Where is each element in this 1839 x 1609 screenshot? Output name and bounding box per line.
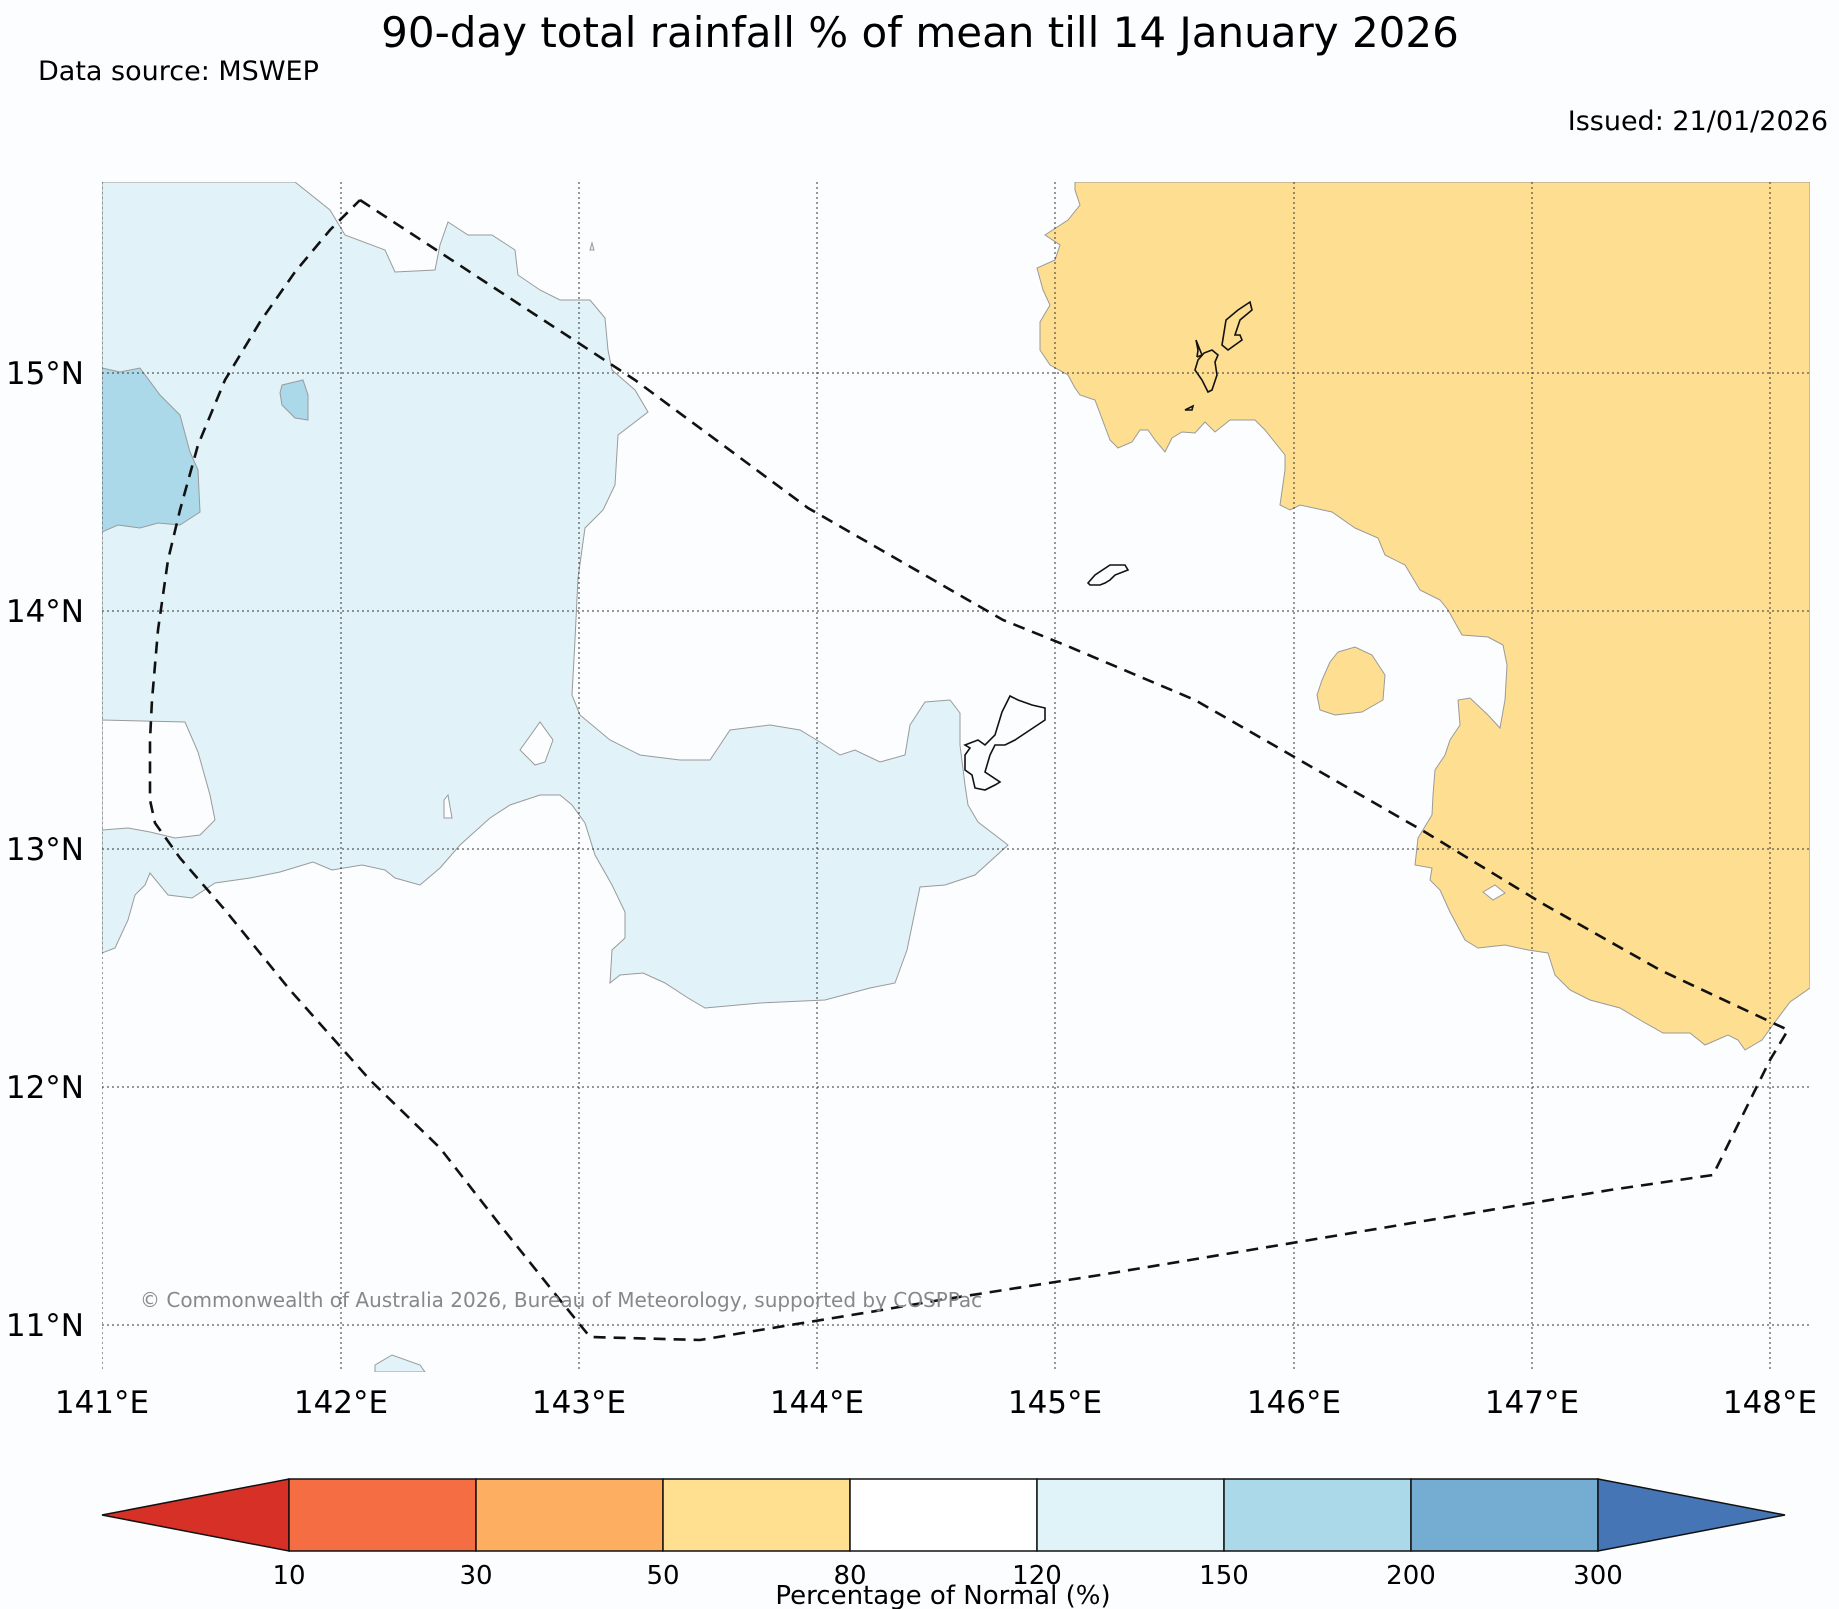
colorbar-segment-50-80 xyxy=(662,1478,851,1552)
colorbar-tick-label: 10 xyxy=(272,1561,305,1591)
colorbar xyxy=(101,1478,1786,1552)
x-tick-label: 143°E xyxy=(532,1385,626,1421)
colorbar-tick-label: 50 xyxy=(646,1561,679,1591)
colorbar-segment-lt10 xyxy=(101,1478,290,1552)
y-axis-labels: 15°N 14°N 13°N 12°N 11°N xyxy=(6,356,84,1344)
island-guam xyxy=(963,694,1046,791)
x-tick-label: 142°E xyxy=(294,1385,388,1421)
colorbar-tick-label: 150 xyxy=(1199,1561,1249,1591)
colorbar-tick-label: 200 xyxy=(1386,1561,1436,1591)
wet-fragment-south xyxy=(374,1354,426,1372)
normal-hole-tiny xyxy=(443,793,453,819)
x-tick-label: 144°E xyxy=(770,1385,864,1421)
colorbar-tick-label: 30 xyxy=(459,1561,492,1591)
island-tinian xyxy=(1195,339,1204,358)
x-axis-labels: 141°E 142°E 143°E 144°E 145°E 146°E 147°… xyxy=(55,1385,1817,1421)
dry-region-50-80 xyxy=(1036,182,1810,1051)
wet-region-120-150 xyxy=(102,182,1009,1009)
island-rota xyxy=(1086,564,1130,586)
colorbar-tick-label: 80 xyxy=(833,1561,866,1591)
colorbar-ticks: 10 30 50 80 120 150 200 300 xyxy=(272,1561,1622,1591)
normal-hole-west xyxy=(102,719,216,839)
colorbar-segment-30-50 xyxy=(475,1478,664,1552)
colorbar-segment-10-30 xyxy=(288,1478,477,1552)
x-tick-label: 141°E xyxy=(55,1385,149,1421)
colorbar-label: Percentage of Normal (%) xyxy=(775,1581,1110,1609)
copyright-note: © Commonwealth of Australia 2026, Bureau… xyxy=(140,1288,982,1312)
normal-hole-small xyxy=(519,721,554,766)
island-tiny xyxy=(1184,404,1195,411)
island-saipan xyxy=(1194,349,1219,394)
x-tick-label: 147°E xyxy=(1485,1385,1579,1421)
gridlines xyxy=(102,182,1810,1372)
dry-blob-50-80 xyxy=(1316,646,1386,716)
x-tick-label: 145°E xyxy=(1008,1385,1102,1421)
eez-boundary xyxy=(148,198,1790,1342)
island-outlines xyxy=(963,300,1253,791)
wet-blob-150-200 xyxy=(279,379,309,421)
colorbar-segment-80-120 xyxy=(849,1478,1038,1552)
colorbar-segment-200-300 xyxy=(1410,1478,1599,1552)
colorbar-tick-label: 120 xyxy=(1012,1561,1062,1591)
y-tick-label: 15°N xyxy=(6,356,84,392)
colorbar-tick-label: 300 xyxy=(1573,1561,1623,1591)
map-panel: © Commonwealth of Australia 2026, Bureau… xyxy=(102,182,1810,1372)
data-source-label: Data source: MSWEP xyxy=(38,56,319,87)
colorbar-segment-gt300 xyxy=(1597,1478,1786,1552)
x-tick-label: 146°E xyxy=(1247,1385,1341,1421)
normal-hole-east xyxy=(1482,884,1506,901)
issued-date: Issued: 21/01/2026 xyxy=(1568,106,1828,137)
y-tick-label: 14°N xyxy=(6,594,84,630)
x-tick-label: 148°E xyxy=(1723,1385,1817,1421)
y-tick-label: 12°N xyxy=(6,1070,84,1106)
island-north xyxy=(1221,300,1253,352)
colorbar-segment-120-150 xyxy=(1036,1478,1225,1552)
y-tick-label: 13°N xyxy=(6,832,84,868)
colorbar-segment-150-200 xyxy=(1223,1478,1412,1552)
y-tick-label: 11°N xyxy=(6,1308,84,1344)
wet-fragment-top xyxy=(589,241,595,251)
map-title: 90-day total rainfall % of mean till 14 … xyxy=(381,8,1459,57)
